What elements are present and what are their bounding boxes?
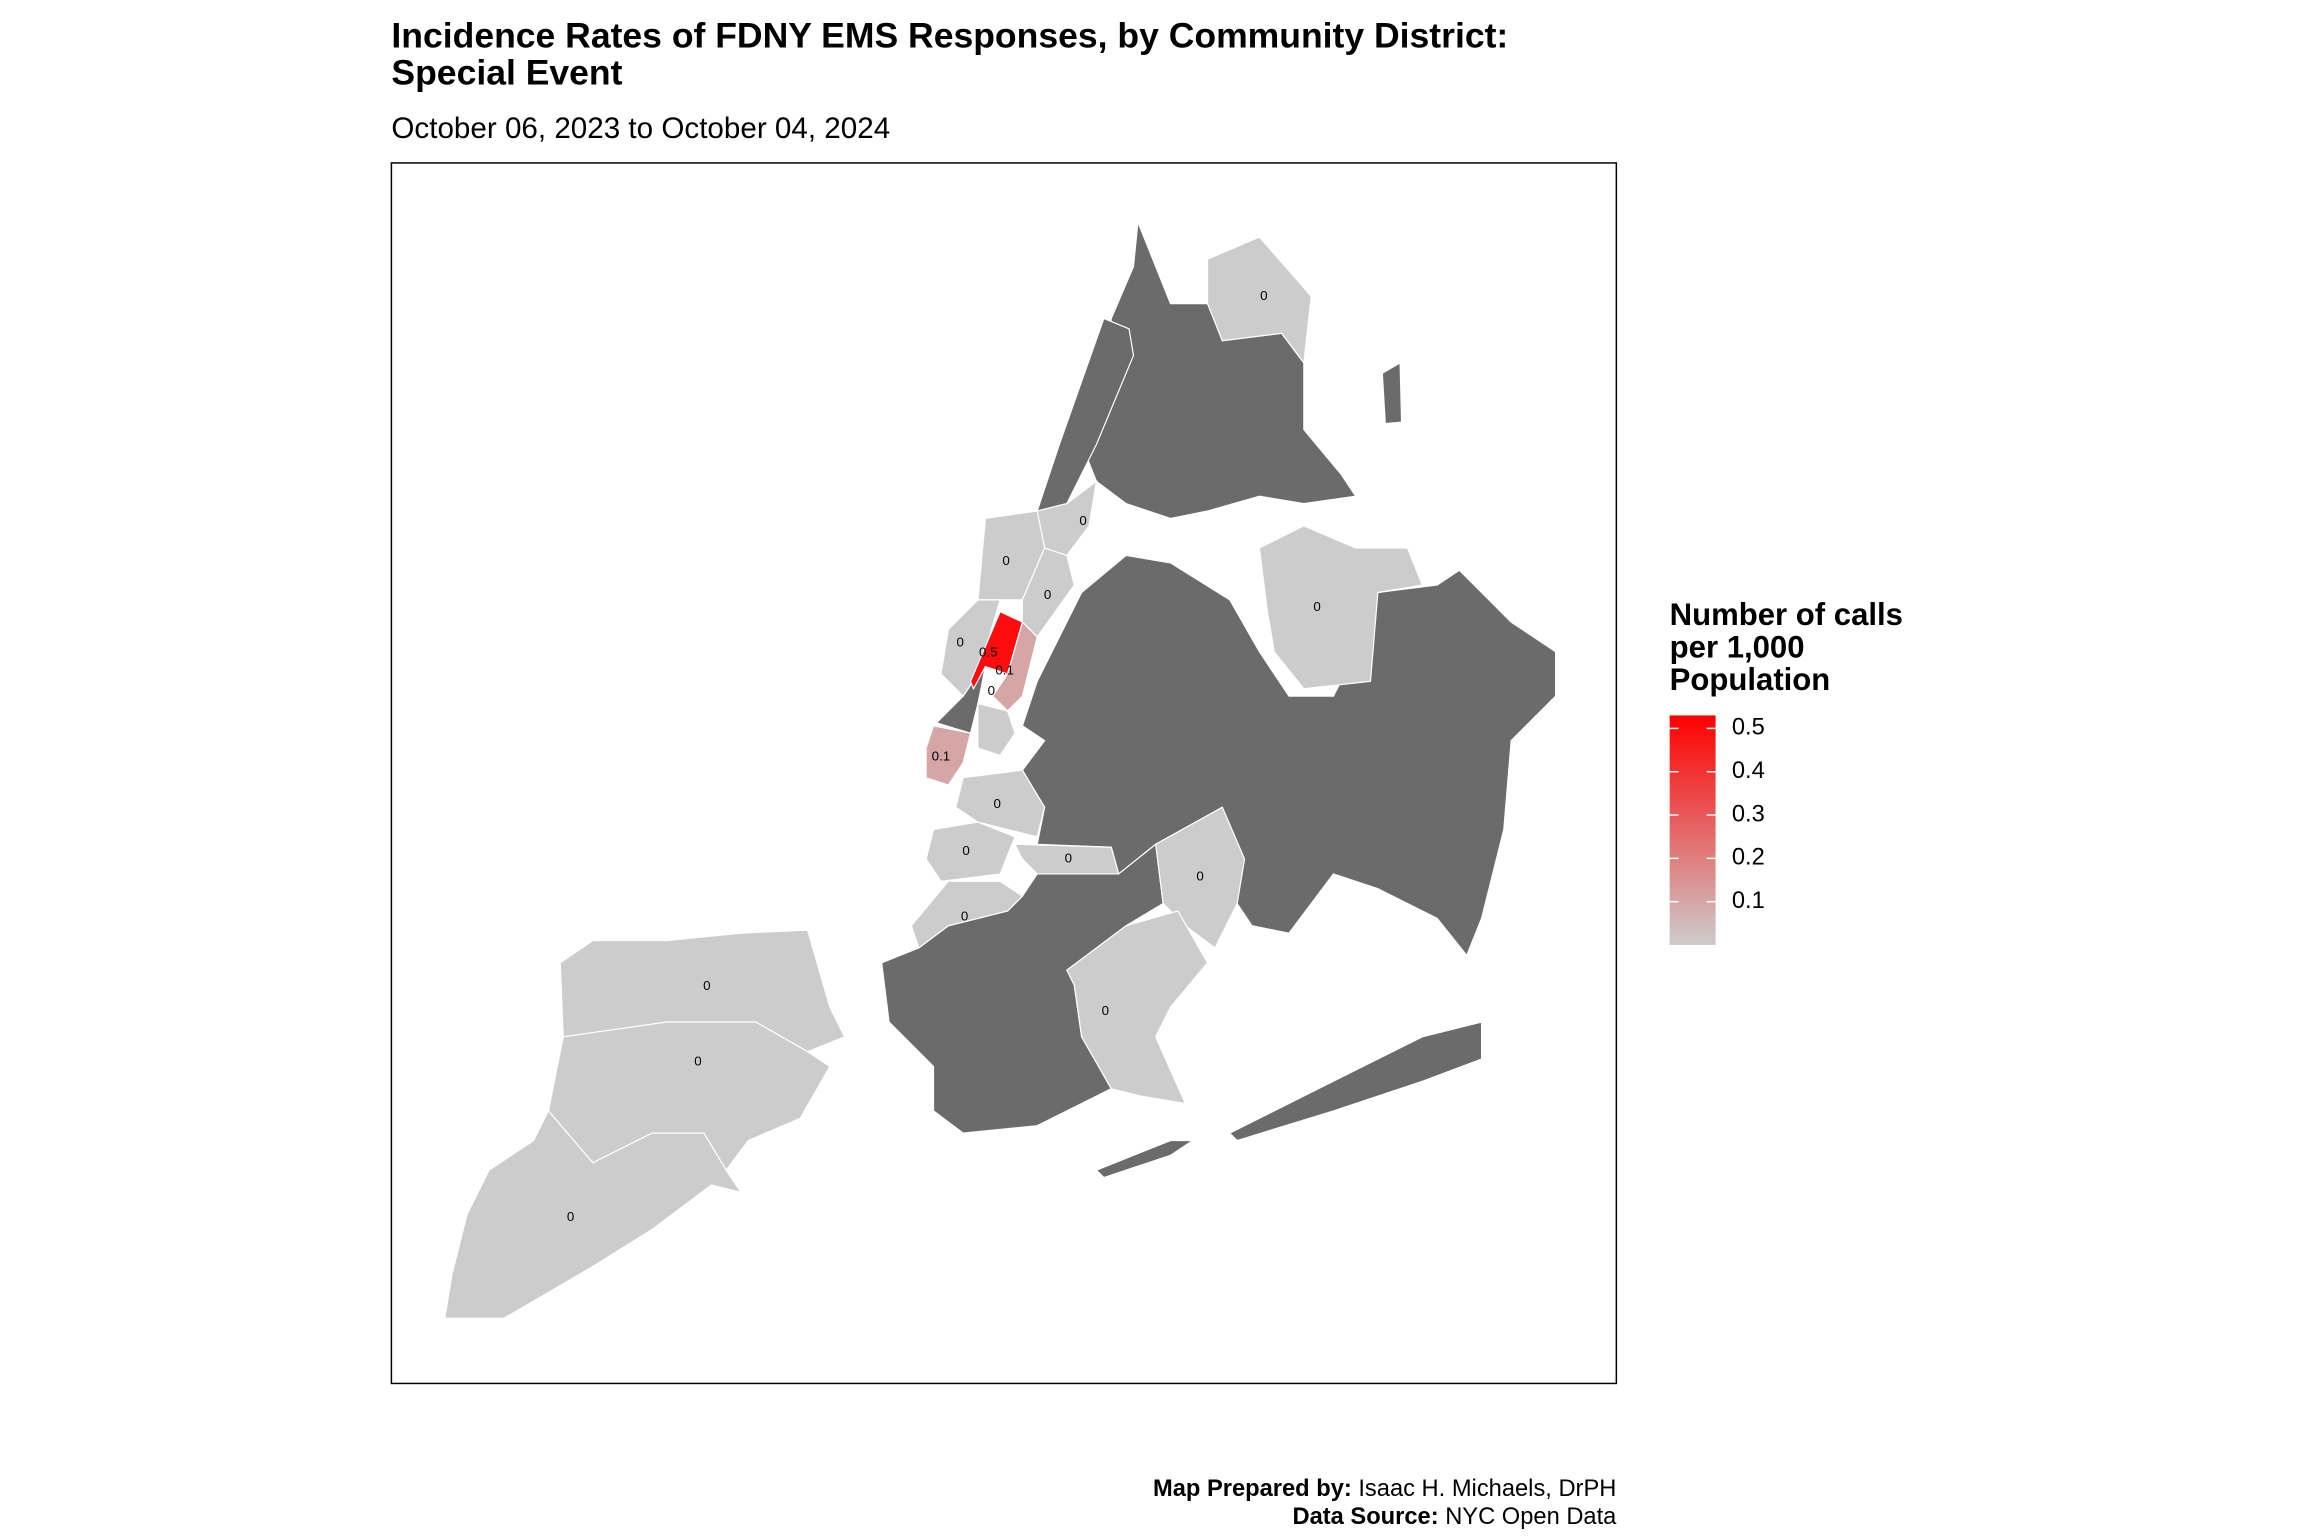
- district-label: 0.1: [995, 662, 1014, 677]
- legend-tick-label: 0.1: [1732, 888, 1765, 914]
- legend-tick-label: 0.4: [1732, 758, 1765, 784]
- district-label: 0: [567, 1209, 574, 1224]
- map-panel: [390, 162, 1618, 1385]
- district-labels: 0 0 0 0 0 0.5 0.1 0 0.1 0 0 0 0 0 0 0 0 …: [567, 288, 1321, 1224]
- district: [1206, 236, 1312, 365]
- title-line: Special Event: [391, 52, 622, 92]
- upper-manhattan: [1036, 317, 1135, 512]
- district: [925, 821, 1016, 882]
- caption-label: Data Source:: [1292, 1504, 1438, 1530]
- no-data-areas: [881, 221, 1557, 1179]
- legend-tick-label: 0.5: [1732, 715, 1765, 741]
- legend-tick-label: 0.2: [1732, 845, 1765, 871]
- district-label: 0: [1313, 599, 1320, 614]
- district: [955, 769, 1046, 838]
- island: [1381, 361, 1403, 425]
- district-label: 0.5: [979, 645, 998, 660]
- district: [977, 702, 1016, 757]
- caption-text: Isaac H. Michaels, DrPH: [1358, 1476, 1616, 1502]
- rockaway: [1228, 1021, 1483, 1142]
- district-label: 0: [956, 634, 963, 649]
- district-label: 0: [1044, 587, 1051, 602]
- caption-text: NYC Open Data: [1445, 1504, 1617, 1530]
- caption-line: Data Source: NYC Open Data: [1292, 1504, 1617, 1530]
- districts: [444, 236, 1424, 1319]
- district-label: 0: [1065, 851, 1072, 866]
- title-line: Incidence Rates of FDNY EMS Responses, b…: [391, 15, 1508, 55]
- district: [1066, 910, 1209, 1105]
- district-label: 0: [961, 908, 968, 923]
- subtitle: October 06, 2023 to October 04, 2024: [391, 112, 890, 145]
- district-label: 0: [962, 843, 969, 858]
- district-label: 0: [1260, 288, 1267, 303]
- district-label: 0: [703, 978, 710, 993]
- colorbar: [1669, 715, 1716, 946]
- district: [940, 599, 1001, 698]
- district-label: 0: [1002, 553, 1009, 568]
- district: [444, 1109, 743, 1319]
- district-label: 0: [994, 796, 1001, 811]
- legend-tick-label: 0.3: [1732, 801, 1765, 827]
- district-label: 0: [1079, 513, 1086, 528]
- legend-ticks: 0.1 0.2 0.3 0.4 0.5: [1669, 715, 1765, 914]
- legend-title: per 1,000: [1670, 630, 1805, 665]
- legend-title: Population: [1670, 662, 1831, 697]
- district: [1014, 843, 1120, 875]
- district-label: 0: [988, 683, 995, 698]
- caption-label: Map Prepared by:: [1153, 1476, 1352, 1502]
- district: [1258, 525, 1424, 690]
- district-label: 0.1: [932, 748, 951, 763]
- rockaway-west: [1095, 1139, 1195, 1179]
- caption-line: Map Prepared by: Isaac H. Michaels, DrPH: [1153, 1476, 1616, 1502]
- district-label: 0: [1102, 1003, 1109, 1018]
- district-label: 0: [694, 1054, 701, 1069]
- district-label: 0: [1196, 868, 1203, 883]
- legend-title: Number of calls: [1670, 597, 1903, 632]
- district: [910, 880, 1024, 949]
- district: [925, 725, 972, 786]
